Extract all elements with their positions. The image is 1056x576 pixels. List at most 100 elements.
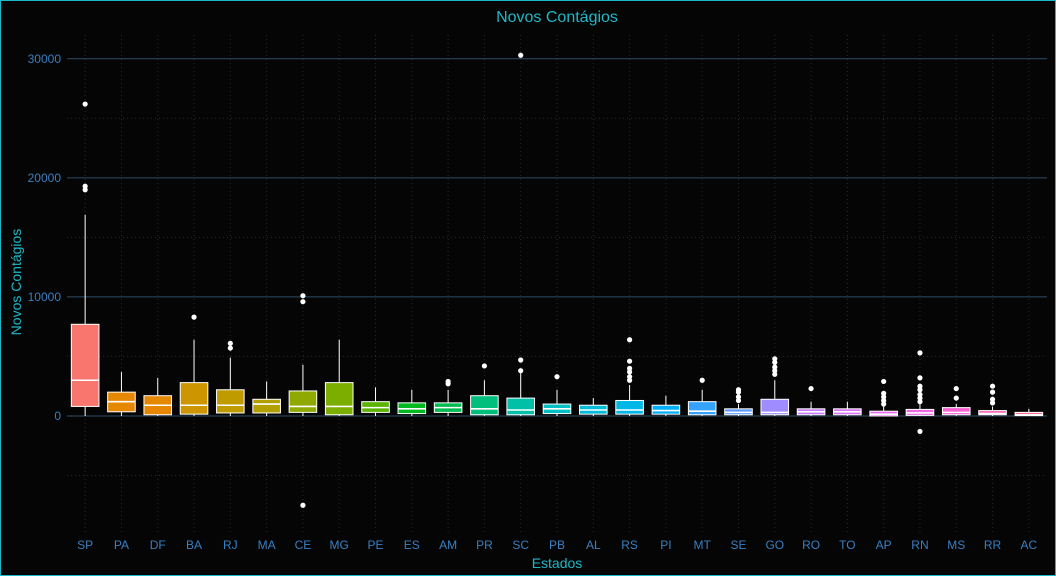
box-rn bbox=[905, 350, 935, 435]
y-tick-label: 30000 bbox=[28, 52, 62, 66]
box-rs bbox=[615, 337, 644, 416]
outlier-point bbox=[953, 385, 959, 392]
box-sc bbox=[506, 52, 535, 416]
outlier-point bbox=[881, 397, 887, 404]
outlier-point bbox=[917, 428, 923, 435]
outlier-point bbox=[191, 314, 197, 320]
y-tick-label: 10000 bbox=[28, 290, 62, 304]
outlier-point bbox=[917, 399, 923, 405]
x-tick-label: AC bbox=[1021, 538, 1038, 552]
x-tick-label: RS bbox=[621, 538, 638, 552]
box-mg bbox=[324, 339, 354, 416]
box-iqr bbox=[179, 382, 209, 415]
box-rj bbox=[216, 340, 245, 416]
box-ms bbox=[941, 385, 971, 416]
box-iqr bbox=[70, 323, 100, 407]
outlier-point bbox=[626, 337, 633, 343]
box-pb bbox=[542, 374, 572, 416]
x-tick-label: PI bbox=[660, 538, 671, 552]
box-go bbox=[760, 356, 790, 416]
box-df bbox=[143, 377, 173, 416]
box-iqr bbox=[941, 407, 971, 416]
outlier-point bbox=[699, 377, 705, 383]
outlier-point bbox=[554, 374, 560, 380]
outlier-point bbox=[735, 387, 742, 393]
x-tick-label: MT bbox=[694, 538, 712, 552]
box-iqr bbox=[760, 398, 790, 416]
x-tick-label: ES bbox=[404, 538, 420, 552]
x-tick-label: PB bbox=[549, 538, 565, 552]
y-axis-title: Novos Contágios bbox=[8, 229, 24, 336]
outlier-point bbox=[82, 183, 88, 189]
x-tick-label: MG bbox=[330, 538, 349, 552]
box-sp bbox=[70, 101, 100, 416]
box-ce bbox=[288, 293, 318, 508]
outlier-point bbox=[735, 394, 742, 400]
box-iqr bbox=[978, 410, 1007, 416]
box-iqr bbox=[615, 399, 644, 415]
outlier-point bbox=[626, 365, 633, 371]
x-tick-label: PE bbox=[368, 538, 384, 552]
outlier-point bbox=[82, 101, 88, 107]
box-al bbox=[579, 398, 608, 416]
box-iqr bbox=[216, 389, 245, 414]
outlier-point bbox=[300, 293, 306, 299]
x-tick-label: DF bbox=[150, 538, 166, 552]
box-es bbox=[397, 389, 427, 416]
outlier-point bbox=[82, 187, 88, 193]
outlier-point bbox=[626, 374, 633, 380]
outlier-point bbox=[626, 377, 633, 383]
outlier-point bbox=[518, 368, 524, 374]
box-pa bbox=[107, 371, 136, 416]
box-pe bbox=[361, 387, 390, 416]
x-tick-label: TO bbox=[839, 538, 855, 552]
x-tick-label: RO bbox=[802, 538, 820, 552]
outlier-point bbox=[917, 383, 923, 389]
box-ma bbox=[252, 381, 281, 416]
x-tick-label: SE bbox=[730, 538, 746, 552]
outlier-point bbox=[808, 385, 814, 392]
box-mt bbox=[687, 377, 717, 416]
box-ba bbox=[179, 314, 209, 416]
outlier-point bbox=[989, 383, 996, 389]
outlier-point bbox=[772, 371, 778, 377]
box-iqr bbox=[506, 397, 535, 416]
box-am bbox=[433, 378, 463, 416]
outlier-point bbox=[953, 395, 959, 401]
x-tick-label: AP bbox=[876, 538, 892, 552]
y-axis-ticks: 0 10000 20000 30000 bbox=[28, 52, 62, 423]
box-iqr bbox=[651, 404, 681, 415]
box-pr bbox=[470, 363, 499, 416]
box-to bbox=[833, 401, 862, 416]
x-tick-label: SP bbox=[77, 538, 93, 552]
outlier-point bbox=[481, 363, 488, 369]
outlier-point bbox=[917, 395, 923, 401]
x-tick-label: PA bbox=[114, 538, 129, 552]
outlier-point bbox=[917, 391, 923, 398]
outlier-point bbox=[626, 358, 633, 364]
outlier-point bbox=[917, 350, 923, 356]
outlier-point bbox=[626, 369, 633, 375]
outlier-point bbox=[917, 375, 923, 381]
outlier-point bbox=[227, 345, 233, 351]
x-tick-label: CE bbox=[295, 538, 312, 552]
x-tick-label: MS bbox=[947, 538, 965, 552]
outlier-point bbox=[989, 400, 996, 406]
outlier-point bbox=[989, 396, 996, 402]
outlier-point bbox=[772, 368, 778, 374]
x-axis-title: Estados bbox=[532, 555, 583, 571]
outlier-point bbox=[518, 357, 524, 363]
x-tick-label: GO bbox=[765, 538, 784, 552]
outlier-point bbox=[881, 378, 887, 385]
outlier-point bbox=[300, 502, 306, 508]
x-tick-label: RJ bbox=[223, 538, 238, 552]
outlier-point bbox=[772, 364, 778, 370]
chart-title: Novos Contágios bbox=[496, 9, 618, 26]
box-iqr bbox=[687, 401, 717, 416]
box-ac bbox=[1014, 408, 1044, 417]
x-tick-label: AM bbox=[439, 538, 457, 552]
x-tick-label: RR bbox=[984, 538, 1002, 552]
x-tick-label: AL bbox=[586, 538, 601, 552]
box-ro bbox=[796, 385, 826, 416]
